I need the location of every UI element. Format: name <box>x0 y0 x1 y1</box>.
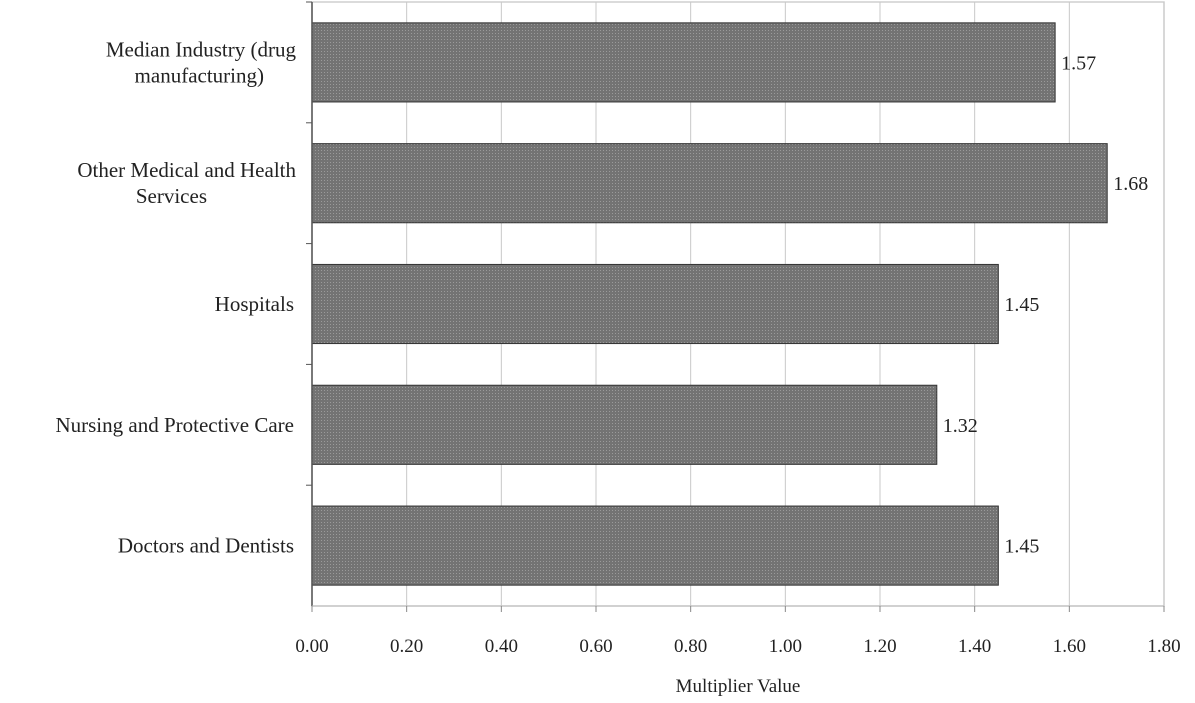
x-tick-label: 1.00 <box>769 636 802 657</box>
x-axis-title: Multiplier Value <box>676 676 801 697</box>
x-tick-label: 1.60 <box>1053 636 1086 657</box>
bar <box>311 22 1056 103</box>
category-label: Services <box>136 184 207 208</box>
data-label: 1.68 <box>1113 173 1148 195</box>
data-label: 1.57 <box>1061 52 1096 74</box>
x-axis-ticks: 0.00 0.20 0.40 0.60 0.80 1.00 1.20 1.40 1.60 1.80 <box>295 606 1181 657</box>
x-tick-label: 1.80 <box>1147 636 1180 657</box>
bar <box>311 384 938 465</box>
x-tick-label: 0.40 <box>485 636 518 657</box>
bar <box>311 143 1108 224</box>
category-label: Other Medical and Health <box>77 158 296 182</box>
data-label: 1.45 <box>1004 536 1039 558</box>
category-label: Doctors and Dentists <box>118 534 294 558</box>
data-label: 1.45 <box>1004 294 1039 316</box>
gridlines <box>406 2 1165 606</box>
data-label: 1.32 <box>943 415 978 437</box>
category-label: manufacturing) <box>135 63 264 87</box>
x-tick-label: 0.80 <box>674 636 707 657</box>
category-label: Hospitals <box>215 292 294 316</box>
x-tick-label: 1.40 <box>958 636 991 657</box>
category-label: Median Industry (drug <box>106 37 297 61</box>
data-labels: 1.57 1.68 1.45 1.32 1.45 <box>943 52 1148 557</box>
bar <box>311 263 999 345</box>
x-tick-label: 0.00 <box>295 636 328 657</box>
x-tick-label: 0.20 <box>390 636 423 657</box>
x-tick-label: 1.20 <box>863 636 896 657</box>
x-tick-label: 0.60 <box>579 636 612 657</box>
category-label: Nursing and Protective Care <box>55 413 294 437</box>
bars <box>306 1 1108 586</box>
bar <box>311 505 999 586</box>
